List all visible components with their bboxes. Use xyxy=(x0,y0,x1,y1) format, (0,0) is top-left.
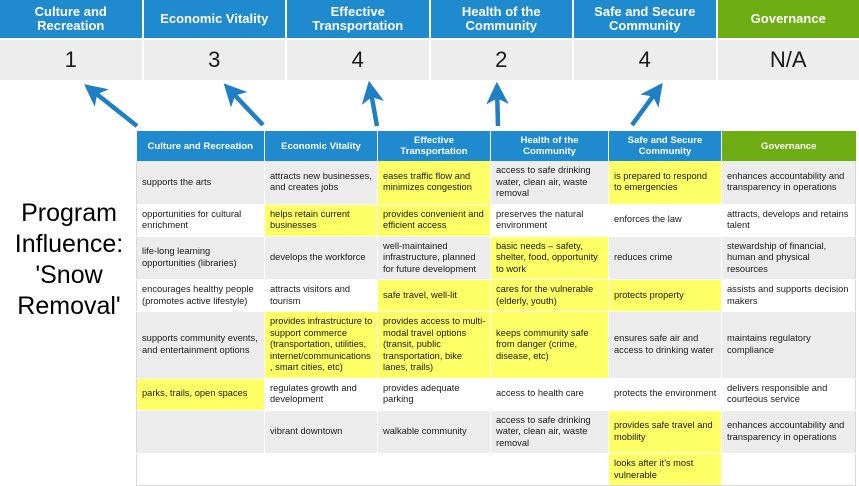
matrix-cell: basic needs – safety, shelter, food, opp… xyxy=(491,236,609,280)
matrix-cell: life-long learning opportunities (librar… xyxy=(137,236,265,280)
matrix-cell: provides access to multi-modal travel op… xyxy=(378,312,491,379)
scorecard-score-value: 3 xyxy=(144,38,286,80)
matrix-row: supports community events, and entertain… xyxy=(137,312,856,379)
program-influence-caption: Program Influence: 'Snow Removal' xyxy=(6,198,132,322)
scorecard-header-label: Economic Vitality xyxy=(144,0,286,38)
matrix-cell: protects property xyxy=(609,280,722,312)
matrix-cell: eases traffic flow and minimizes congest… xyxy=(378,161,491,204)
matrix-cell xyxy=(137,410,265,454)
scorecard-score-value: 1 xyxy=(0,38,142,80)
arrow-to-economic-vitality xyxy=(228,88,263,125)
matrix-cell: stewardship of financial, human and phys… xyxy=(722,236,856,280)
matrix-cell: enforces the law xyxy=(609,204,722,236)
matrix-cell: access to safe drinking water, clean air… xyxy=(491,410,609,454)
arrow-group xyxy=(0,80,859,130)
matrix-cell: encourages healthy people (promotes acti… xyxy=(137,280,265,312)
arrow-to-culture-and-recreation xyxy=(89,88,137,126)
matrix-cell xyxy=(265,454,378,486)
matrix-cell: supports the arts xyxy=(137,161,265,204)
matrix-cell: provides convenient and efficient access xyxy=(378,204,491,236)
scorecard-header-label: Effective Transportation xyxy=(287,0,429,38)
matrix-cell: parks, trails, open spaces xyxy=(137,378,265,410)
matrix-cell: ensures safe air and access to drinking … xyxy=(609,312,722,379)
scorecard-score-value: 2 xyxy=(431,38,573,80)
matrix-cell: cares for the vulnerable (elderly, youth… xyxy=(491,280,609,312)
matrix-cell: safe travel, well-lit xyxy=(378,280,491,312)
matrix-row: encourages healthy people (promotes acti… xyxy=(137,280,856,312)
matrix-cell: looks after it's most vulnerable xyxy=(609,454,722,486)
matrix-cell: well-maintained infrastructure, planned … xyxy=(378,236,491,280)
matrix-cell: protects the environment xyxy=(609,378,722,410)
scorecard-score-value: 4 xyxy=(574,38,716,80)
scorecard-header-label: Safe and Secure Community xyxy=(574,0,716,38)
matrix-cell: maintains regulatory compliance xyxy=(722,312,856,379)
matrix-cell: supports community events, and entertain… xyxy=(137,312,265,379)
scorecard-header-label: Governance xyxy=(718,0,859,38)
caption-line-2: Influence: xyxy=(6,229,132,260)
matrix-column-header: Economic Vitality xyxy=(265,131,378,161)
matrix-column-header: Health of the Community xyxy=(491,131,609,161)
matrix-cell: enhances accountability and transparency… xyxy=(722,410,856,454)
caption-line-4: Removal' xyxy=(6,291,132,322)
matrix-column-header: Safe and Secure Community xyxy=(609,131,722,161)
scorecard-header-label: Culture and Recreation xyxy=(0,0,142,38)
matrix-cell: provides infrastructure to support comme… xyxy=(265,312,378,379)
matrix-cell: reduces crime xyxy=(609,236,722,280)
matrix-cell xyxy=(722,454,856,486)
scorecard-header-label: Health of the Community xyxy=(431,0,573,38)
matrix-cell xyxy=(378,454,491,486)
matrix-cell: access to health care xyxy=(491,378,609,410)
matrix-cell: is prepared to respond to emergencies xyxy=(609,161,722,204)
caption-line-3: 'Snow xyxy=(6,260,132,291)
matrix-cell: access to safe drinking water, clean air… xyxy=(491,161,609,204)
matrix-row: life-long learning opportunities (librar… xyxy=(137,236,856,280)
matrix-cell xyxy=(491,454,609,486)
matrix-cell: helps retain current businesses xyxy=(265,204,378,236)
matrix-column-header: Effective Transportation xyxy=(378,131,491,161)
matrix-cell: attracts visitors and tourism xyxy=(265,280,378,312)
matrix-cell: attracts new businesses, and creates job… xyxy=(265,161,378,204)
arrow-to-health-of-the-community xyxy=(497,88,498,126)
matrix-cell: attracts, develops and retains talent xyxy=(722,204,856,236)
matrix-cell: keeps community safe from danger (crime,… xyxy=(491,312,609,379)
matrix-cell: assists and supports decision makers xyxy=(722,280,856,312)
matrix-column-header: Culture and Recreation xyxy=(137,131,265,161)
matrix-cell: opportunities for cultural enrichment xyxy=(137,204,265,236)
arrow-to-effective-transportation xyxy=(370,87,377,126)
matrix-cell: regulates growth and development xyxy=(265,378,378,410)
matrix-cell: preserves the natural environment xyxy=(491,204,609,236)
matrix-cell: walkable community xyxy=(378,410,491,454)
arrow-to-safe-and-secure-community xyxy=(632,88,659,125)
matrix-cell xyxy=(137,454,265,486)
matrix-cell: develops the workforce xyxy=(265,236,378,280)
matrix-column-header: Governance xyxy=(722,131,856,161)
matrix-cell: delivers responsible and courteous servi… xyxy=(722,378,856,410)
caption-line-1: Program xyxy=(6,198,132,229)
matrix-cell: vibrant downtown xyxy=(265,410,378,454)
matrix-row: looks after it's most vulnerable xyxy=(137,454,856,486)
scorecard-score-value: 4 xyxy=(287,38,429,80)
matrix-cell: provides safe travel and mobility xyxy=(609,410,722,454)
matrix-cell: enhances accountability and transparency… xyxy=(722,161,856,204)
matrix-cell: provides adequate parking xyxy=(378,378,491,410)
scorecard-score-value: N/A xyxy=(718,38,859,80)
